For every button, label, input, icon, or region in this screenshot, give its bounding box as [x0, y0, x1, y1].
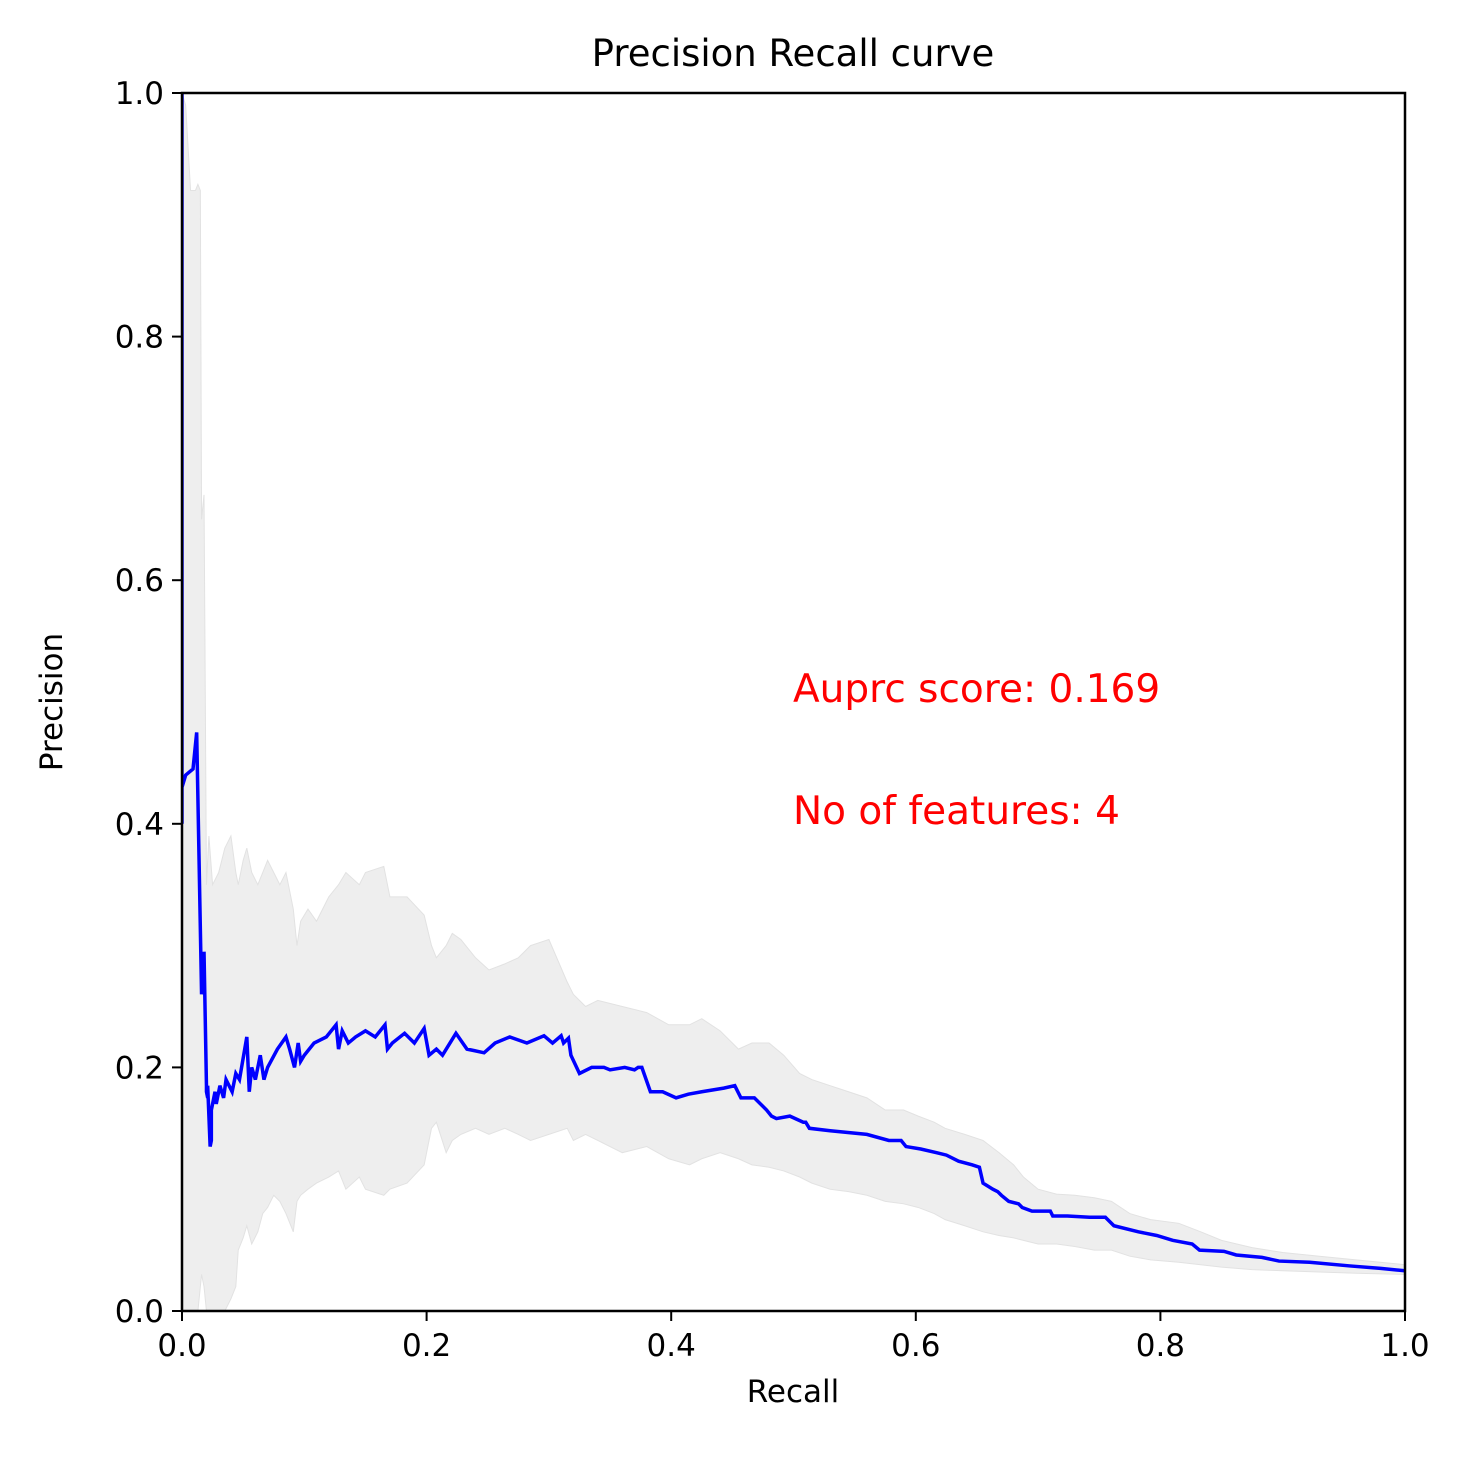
confidence-band-layer	[182, 93, 1405, 1311]
y-tick-label: 1.0	[115, 76, 164, 112]
plot-frame	[180, 91, 1407, 1313]
x-axis-ticks: 0.0 0.2 0.4 0.6 0.8 1.0	[157, 1311, 1430, 1364]
precision-recall-line	[182, 93, 1405, 1273]
y-axis-title: Precision	[34, 633, 70, 771]
precision-recall-line-layer	[182, 93, 1405, 1273]
y-tick-label: 0.4	[115, 807, 164, 843]
y-tick-label: 0.0	[115, 1294, 164, 1330]
y-tick-label: 0.8	[115, 320, 164, 356]
x-tick-label: 0.2	[402, 1328, 451, 1364]
x-tick-label: 0.0	[157, 1328, 206, 1364]
y-tick-label: 0.2	[115, 1050, 164, 1086]
auprc-score-annotation: Auprc score: 0.169	[793, 667, 1160, 712]
x-tick-label: 0.6	[891, 1328, 940, 1364]
feature-count-annotation: No of features: 4	[793, 789, 1120, 834]
x-tick-label: 0.4	[647, 1328, 696, 1364]
x-tick-label: 1.0	[1380, 1328, 1429, 1364]
confidence-band	[182, 93, 1405, 1311]
y-axis-ticks: 0.0 0.2 0.4 0.6 0.8 1.0	[115, 76, 182, 1330]
y-tick-label: 0.6	[115, 563, 164, 599]
x-axis-title: Recall	[747, 1374, 840, 1410]
chart-title: Precision Recall curve	[592, 32, 995, 75]
x-tick-label: 0.8	[1136, 1328, 1185, 1364]
